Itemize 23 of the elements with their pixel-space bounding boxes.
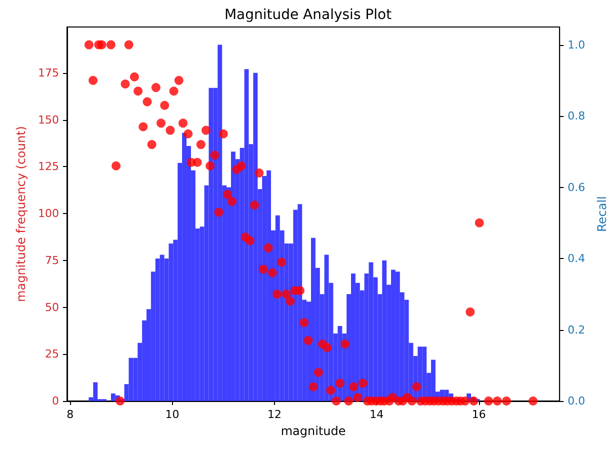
y2-axis-title: Recall <box>595 196 609 232</box>
y-tick-label: 0 <box>52 394 59 408</box>
x-tick-label: 14 <box>370 408 384 421</box>
y2-tick-label: 1.0 <box>568 38 586 52</box>
y2-tick-label: 0.4 <box>568 252 586 266</box>
x-axis-title: magnitude <box>280 424 346 438</box>
y-tick-label: 75 <box>45 254 59 267</box>
y-axis-title: magnitude frequency (count) <box>14 126 28 302</box>
x-tick-label: 12 <box>267 408 282 421</box>
y-tick-label: 175 <box>38 66 59 80</box>
chart-title: Magnitude Analysis Plot <box>224 7 392 23</box>
y2-tick-label: 0.6 <box>568 180 586 194</box>
y2-tick-label: 0.0 <box>568 394 586 408</box>
y-tick-label: 125 <box>38 160 59 174</box>
y-tick-label: 150 <box>38 113 59 126</box>
y-tick-label: 25 <box>45 348 59 361</box>
x-tick-label: 10 <box>165 408 180 421</box>
y-tick-label: 50 <box>45 300 59 314</box>
y-tick-label: 100 <box>38 207 59 220</box>
x-tick-label: 8 <box>66 408 74 421</box>
y2-tick-label: 0.8 <box>568 110 586 123</box>
x-tick-label: 16 <box>472 408 486 421</box>
y2-tick-label: 0.2 <box>568 323 586 336</box>
